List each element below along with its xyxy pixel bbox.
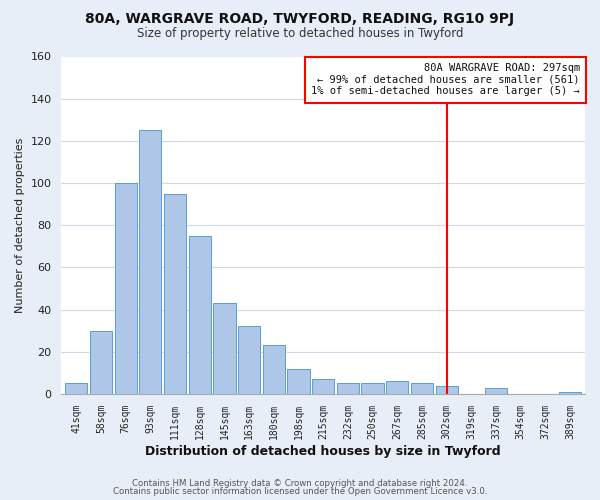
Bar: [90, 330, 112, 394]
Bar: [188, 236, 211, 394]
Bar: [436, 386, 458, 394]
Bar: [337, 384, 359, 394]
Bar: [386, 382, 409, 394]
Bar: [287, 368, 310, 394]
Bar: [263, 346, 285, 394]
Text: 80A, WARGRAVE ROAD, TWYFORD, READING, RG10 9PJ: 80A, WARGRAVE ROAD, TWYFORD, READING, RG…: [85, 12, 515, 26]
Bar: [559, 392, 581, 394]
Bar: [139, 130, 161, 394]
Bar: [213, 304, 236, 394]
Y-axis label: Number of detached properties: Number of detached properties: [15, 138, 25, 313]
Bar: [115, 183, 137, 394]
Bar: [312, 379, 334, 394]
Bar: [361, 384, 384, 394]
Bar: [485, 388, 507, 394]
Bar: [164, 194, 186, 394]
Bar: [238, 326, 260, 394]
Text: Contains HM Land Registry data © Crown copyright and database right 2024.: Contains HM Land Registry data © Crown c…: [132, 478, 468, 488]
X-axis label: Distribution of detached houses by size in Twyford: Distribution of detached houses by size …: [145, 444, 501, 458]
Text: 80A WARGRAVE ROAD: 297sqm
← 99% of detached houses are smaller (561)
1% of semi-: 80A WARGRAVE ROAD: 297sqm ← 99% of detac…: [311, 63, 580, 96]
Text: Contains public sector information licensed under the Open Government Licence v3: Contains public sector information licen…: [113, 487, 487, 496]
Text: Size of property relative to detached houses in Twyford: Size of property relative to detached ho…: [137, 28, 463, 40]
Bar: [411, 384, 433, 394]
Bar: [65, 384, 88, 394]
